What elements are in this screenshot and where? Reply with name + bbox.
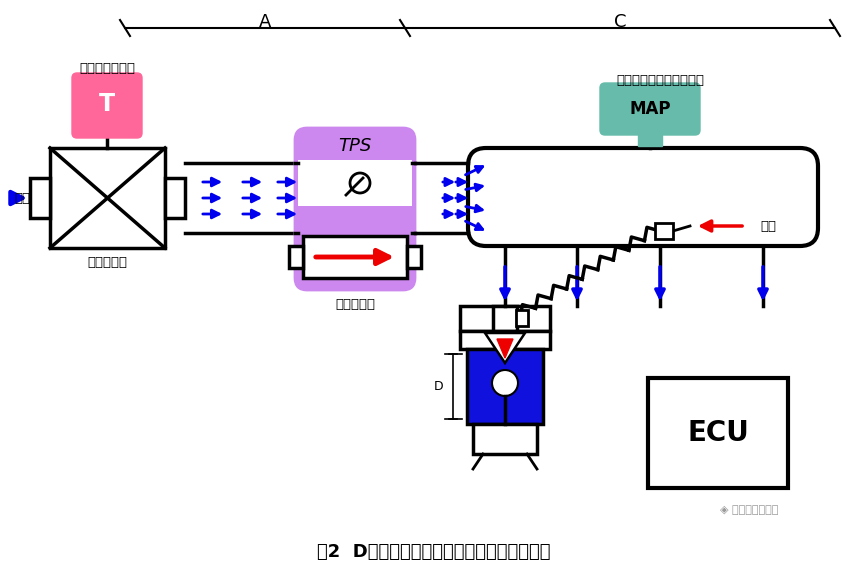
Bar — [655, 223, 673, 239]
Bar — [407, 246, 421, 268]
Text: 进气温度传感器: 进气温度传感器 — [79, 61, 135, 74]
Bar — [30, 178, 50, 218]
Polygon shape — [485, 333, 525, 363]
Text: C: C — [614, 13, 626, 31]
Bar — [165, 178, 185, 218]
Bar — [467, 349, 543, 424]
Bar — [50, 148, 165, 248]
Bar — [648, 378, 788, 488]
Text: 进气歧管绝对压力传感器: 进气歧管绝对压力传感器 — [616, 74, 704, 86]
Text: 图2  D型电控发动机进气系统结构原理示意图: 图2 D型电控发动机进气系统结构原理示意图 — [317, 543, 551, 561]
Bar — [289, 246, 303, 268]
Text: T: T — [99, 92, 115, 116]
Text: 燃油: 燃油 — [760, 219, 776, 233]
Bar — [303, 236, 407, 278]
FancyBboxPatch shape — [600, 83, 700, 135]
Text: 空气滤清器: 空气滤清器 — [87, 256, 127, 270]
Polygon shape — [497, 339, 513, 358]
Text: TPS: TPS — [339, 137, 372, 155]
Text: 空气: 空气 — [14, 191, 30, 205]
FancyBboxPatch shape — [72, 73, 142, 138]
Bar — [516, 310, 528, 326]
Text: ◈ 汽车维修与保养: ◈ 汽车维修与保养 — [720, 505, 779, 515]
Bar — [638, 130, 662, 146]
Bar — [493, 306, 517, 331]
Text: 节气门组件: 节气门组件 — [335, 299, 375, 311]
Text: MAP: MAP — [629, 100, 671, 118]
FancyBboxPatch shape — [295, 128, 415, 290]
Text: ECU: ECU — [687, 419, 749, 447]
Circle shape — [492, 370, 518, 396]
Bar — [473, 424, 537, 454]
Text: D: D — [433, 379, 443, 393]
Bar — [298, 160, 412, 206]
Bar — [460, 331, 550, 349]
Bar — [460, 306, 550, 331]
Text: A: A — [259, 13, 271, 31]
FancyBboxPatch shape — [468, 148, 818, 246]
